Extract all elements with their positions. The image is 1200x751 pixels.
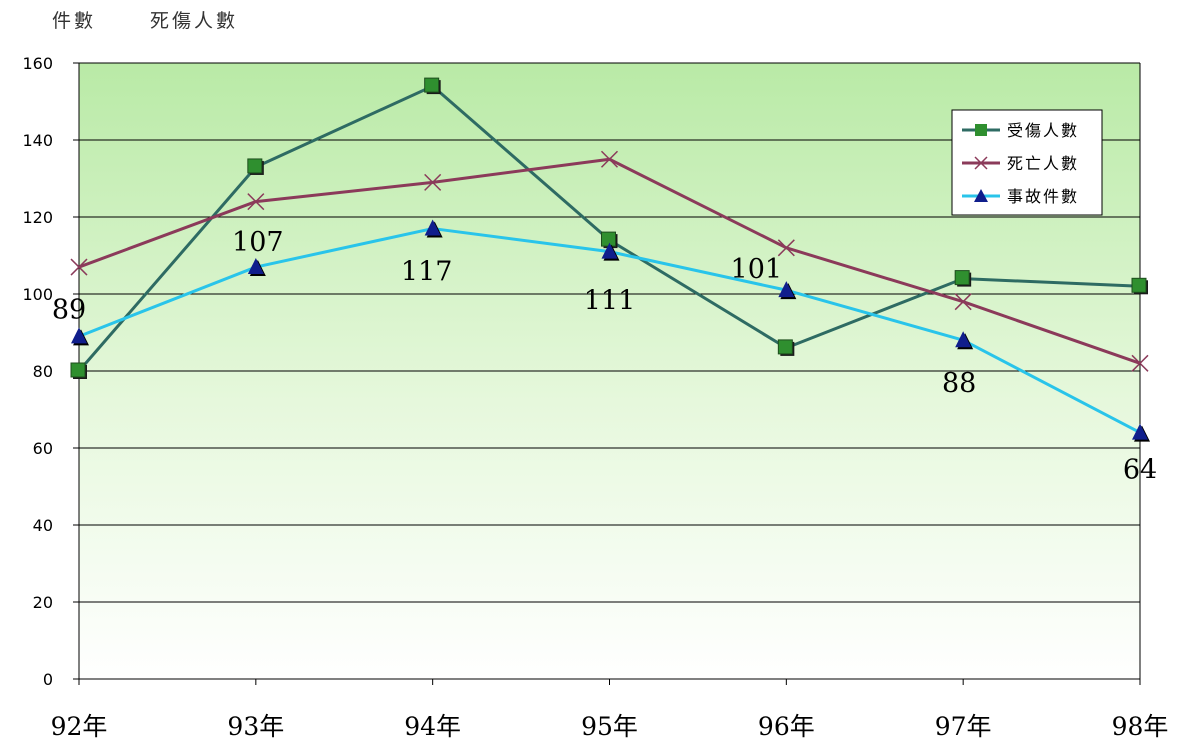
data-point-marker — [954, 270, 970, 286]
x-axis-ticks: 92年 93年 94年 95年 96年 97年 98年 — [51, 679, 1169, 741]
data-point-marker — [1132, 423, 1148, 440]
y-tick-label: 60 — [33, 439, 53, 458]
legend-label: 事故件數 — [1007, 187, 1079, 206]
data-point-marker — [1131, 354, 1149, 372]
y-tick-label: 120 — [22, 208, 53, 227]
x-stroke — [1131, 354, 1149, 372]
x-tick-label: 96年 — [758, 712, 815, 741]
left-axis-unit-label: 件數 — [52, 10, 96, 32]
data-point-marker — [601, 231, 616, 247]
x-stroke — [247, 193, 265, 211]
data-label: 111 — [584, 286, 636, 317]
data-label: 117 — [401, 257, 453, 288]
y-axis-ticks: 0 20 40 60 80 100 120 140 160 — [22, 54, 79, 689]
data-point-marker — [70, 258, 88, 276]
y-tick-label: 20 — [33, 593, 53, 612]
data-point-marker — [70, 362, 86, 378]
x-stroke — [777, 239, 795, 257]
data-point-marker — [424, 173, 442, 191]
data-point-marker — [601, 242, 618, 259]
data-point-marker — [600, 150, 619, 168]
x-tick-label: 98年 — [1112, 712, 1169, 741]
data-point-marker — [954, 293, 972, 311]
data-point-marker — [247, 158, 263, 174]
data-label: 101 — [731, 254, 783, 285]
y-tick-label: 140 — [22, 131, 53, 150]
data-label: 64 — [1123, 455, 1157, 486]
data-point-marker — [955, 331, 972, 348]
data-label: 89 — [52, 294, 86, 325]
x-tick-label: 93年 — [227, 712, 284, 741]
x-tick-label: 94年 — [404, 712, 461, 741]
series-group — [70, 77, 1150, 442]
data-point-marker — [778, 281, 795, 298]
data-point-marker — [247, 193, 265, 211]
legend-square-marker — [975, 124, 987, 136]
data-point-marker — [777, 339, 793, 355]
legend-x-marker — [974, 156, 988, 170]
y-tick-label: 160 — [22, 54, 53, 73]
data-point-marker — [424, 77, 440, 93]
data-point-marker — [424, 219, 441, 236]
x-stroke — [954, 293, 972, 311]
y-tick-label: 100 — [22, 285, 53, 304]
x-tick-label: 92年 — [51, 712, 108, 741]
data-point-marker — [71, 327, 87, 344]
x-tick-label: 95年 — [581, 712, 638, 741]
data-point-marker — [1131, 277, 1147, 293]
data-point-marker — [247, 258, 264, 275]
data-point-marker — [777, 239, 795, 257]
legend-label: 受傷人數 — [1007, 121, 1079, 140]
data-label: 107 — [232, 227, 284, 258]
legend-triangle-marker — [974, 189, 988, 202]
y-tick-label: 0 — [43, 670, 53, 689]
x-tick-label: 97年 — [935, 712, 992, 741]
x-stroke — [424, 173, 442, 191]
y-tick-label: 80 — [33, 362, 53, 381]
right-axis-unit-label: 死傷人數 — [150, 10, 238, 32]
x-stroke — [600, 150, 619, 168]
x-stroke — [70, 258, 88, 276]
y-tick-label: 40 — [33, 516, 53, 535]
data-label: 88 — [942, 368, 976, 399]
legend-label: 死亡人數 — [1007, 154, 1079, 173]
data-labels: 89 107 117 111 101 88 64 — [52, 227, 1157, 486]
